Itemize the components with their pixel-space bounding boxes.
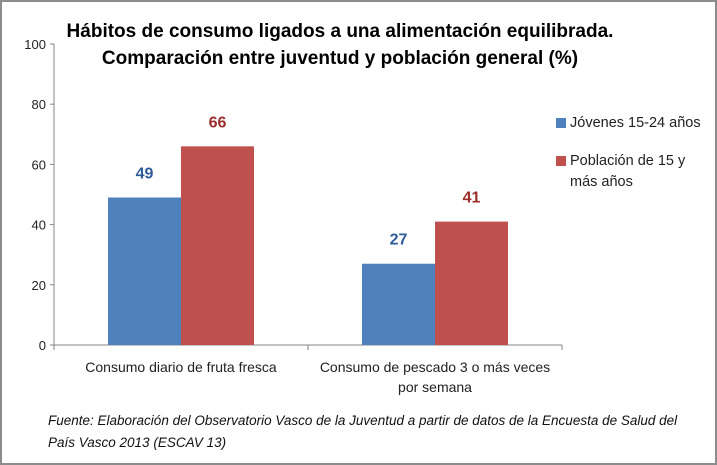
data-label: 27 (390, 232, 408, 249)
bar (362, 263, 435, 345)
legend-label-jovenes: Jóvenes 15-24 años (570, 115, 701, 131)
legend: Jóvenes 15-24 años Población de 15 y más… (556, 113, 716, 210)
bar (108, 197, 181, 345)
bar (181, 146, 254, 345)
y-tick-label: 80 (32, 97, 46, 112)
legend-label-poblacion-line-1: Población de 15 y (570, 153, 686, 169)
data-label: 66 (209, 114, 227, 131)
source-note: Fuente: Elaboración del Observatorio Vas… (48, 413, 678, 450)
x-category-label: Consumo diario de fruta fresca (85, 359, 277, 375)
x-category-label: Consumo de pescado 3 o más veces (320, 359, 550, 375)
x-category-label: por semana (398, 379, 472, 395)
chart-title-line-2: Comparación entre juventud y población g… (101, 48, 579, 69)
y-tick-label: 0 (39, 338, 46, 353)
y-tick-label: 40 (32, 218, 46, 233)
data-label: 49 (136, 166, 154, 183)
y-tick-label: 100 (24, 37, 46, 52)
legend-item-jovenes: Jóvenes 15-24 años (556, 113, 716, 134)
y-tick-label: 20 (32, 278, 46, 293)
legend-item-poblacion: Población de 15 y más años (556, 151, 716, 193)
legend-label-poblacion-line-2: más años (570, 174, 633, 190)
legend-swatch-poblacion (556, 156, 566, 166)
bar (435, 221, 508, 345)
y-tick-label: 60 (32, 157, 46, 172)
data-label: 41 (463, 190, 481, 207)
chart-title-line-1: Hábitos de consumo ligados a una aliment… (66, 21, 614, 42)
chart-title: Hábitos de consumo ligados a una aliment… (60, 18, 620, 72)
legend-swatch-jovenes (556, 118, 566, 128)
